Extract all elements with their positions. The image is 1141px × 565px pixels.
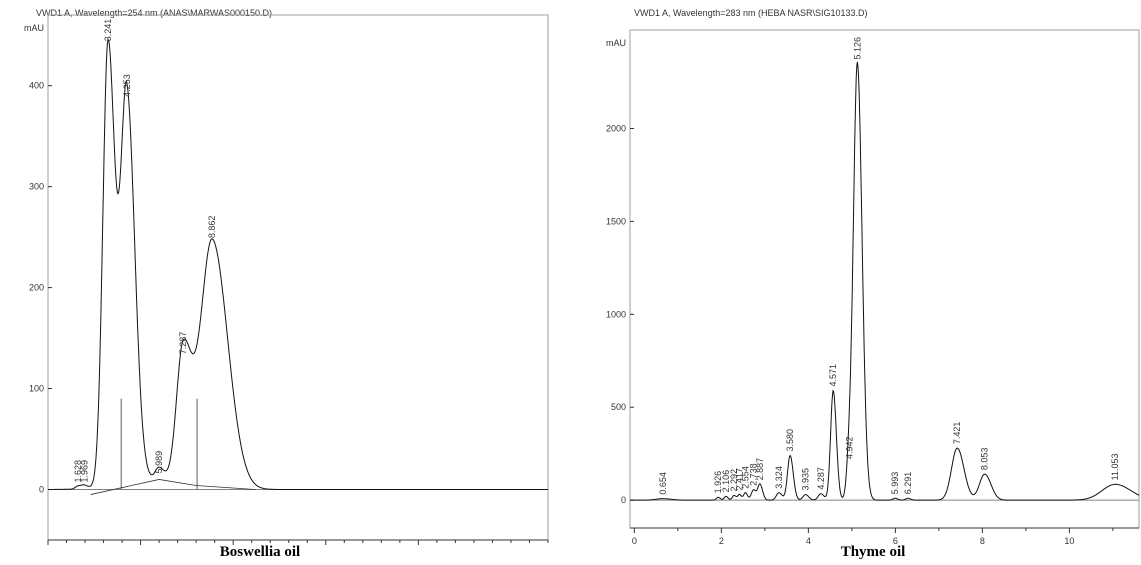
peak-label: 1.926	[713, 471, 723, 494]
peak-label: 8.862	[207, 216, 217, 239]
y-tick-label: 400	[29, 81, 44, 91]
peak-label: 1.969	[79, 460, 89, 483]
y-tick-label: 200	[29, 283, 44, 293]
peak-label: 2.738	[748, 463, 758, 486]
signal-trace	[630, 61, 1140, 501]
peak-label: 4.253	[122, 74, 132, 97]
y-tick-label: 2000	[606, 123, 626, 133]
peak-label: 3.241	[103, 19, 113, 42]
peak-label: 4.287	[816, 467, 826, 490]
peak-label: 8.053	[980, 448, 990, 471]
y-tick-label: 1000	[606, 309, 626, 319]
peak-label: 3.324	[774, 466, 784, 489]
thyme-caption: Thyme oil	[840, 544, 906, 560]
peak-label: 3.935	[801, 468, 811, 491]
y-tick-label: 1500	[606, 216, 626, 226]
chart-header: VWD1 A, Wavelength=254 nm (ANAS\MARWAS00…	[36, 8, 272, 18]
peak-label: 2.292	[729, 469, 739, 492]
y-tick-label: 300	[29, 182, 44, 192]
y-unit-label: mAU	[606, 38, 626, 48]
x-tick-label: 4	[806, 536, 811, 545]
signal-trace	[48, 38, 548, 490]
peak-label: 1.628	[73, 460, 83, 483]
x-tick-label: 10	[1064, 536, 1074, 545]
peak-label: 5.989	[154, 451, 164, 474]
peak-label: 6.291	[903, 472, 913, 495]
y-tick-label: 0	[621, 495, 626, 505]
peak-label: 5.993	[890, 472, 900, 495]
integration-baseline	[90, 479, 256, 495]
peak-label: 4.942	[844, 436, 854, 459]
x-tick-label: 0	[632, 536, 637, 545]
peak-label: 2.417	[735, 468, 745, 491]
peak-label: 7.421	[952, 422, 962, 445]
plot-frame	[629, 29, 1140, 529]
peak-label: 2.554	[740, 466, 750, 489]
y-tick-label: 100	[29, 384, 44, 394]
peak-label: 5.126	[852, 37, 862, 60]
x-tick-label: 2	[719, 536, 724, 545]
chart-header: VWD1 A, Wavelength=283 nm (HEBA NASR\SIG…	[634, 8, 868, 18]
y-unit-label: mAU	[24, 23, 44, 33]
y-tick-label: 500	[611, 402, 626, 412]
peak-label: 3.580	[785, 429, 795, 452]
peak-label: 11.053	[1110, 453, 1120, 480]
peak-label: 0.654	[658, 472, 668, 495]
x-tick-label: 6	[893, 536, 898, 545]
thyme-chromatogram: VWD1 A, Wavelength=283 nm (HEBA NASR\SIG…	[606, 8, 1140, 546]
boswellia-caption: Boswellia oil	[219, 544, 301, 560]
peak-label: 2.887	[755, 458, 765, 481]
peak-label: 2.106	[721, 470, 731, 493]
peak-label: 7.287	[178, 332, 188, 355]
peak-label: 4.571	[828, 364, 838, 387]
y-tick-label: 0	[39, 485, 44, 495]
boswellia-chart-panel: VWD1 A, Wavelength=254 nm (ANAS\MARWAS00…	[0, 0, 560, 558]
x-tick-label: 8	[980, 536, 985, 545]
thyme-chart-panel: VWD1 A, Wavelength=283 nm (HEBA NASR\SIG…	[580, 0, 1141, 546]
boswellia-chromatogram: VWD1 A, Wavelength=254 nm (ANAS\MARWAS00…	[24, 8, 549, 558]
